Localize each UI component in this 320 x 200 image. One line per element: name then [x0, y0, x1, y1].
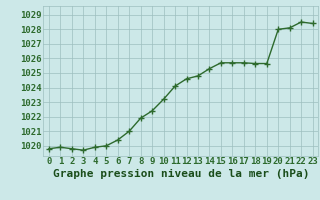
X-axis label: Graphe pression niveau de la mer (hPa): Graphe pression niveau de la mer (hPa) — [52, 169, 309, 179]
